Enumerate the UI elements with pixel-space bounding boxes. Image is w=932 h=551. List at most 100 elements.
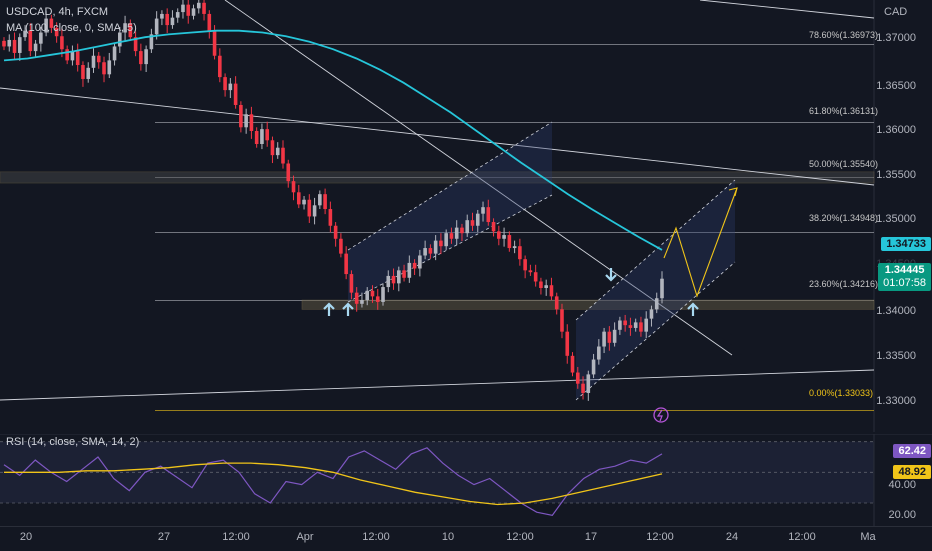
price-label: 1.37000 xyxy=(876,32,916,44)
time-label: 12:00 xyxy=(222,531,250,543)
candle-body xyxy=(275,147,280,156)
candle-body xyxy=(149,34,154,50)
candle-body xyxy=(497,231,501,239)
rsi-legend[interactable]: RSI (14, close, SMA, 14, 2) xyxy=(6,436,140,448)
channel-line xyxy=(347,121,553,251)
candle-body xyxy=(628,325,633,328)
candle-body xyxy=(23,30,27,38)
candle-body xyxy=(418,255,422,269)
candle-body xyxy=(586,374,591,393)
time-axis[interactable] xyxy=(0,526,932,551)
candle-body xyxy=(75,51,80,66)
candle-body xyxy=(118,32,122,47)
candle-body xyxy=(207,13,212,31)
price-chart[interactable] xyxy=(0,0,932,432)
candle-body xyxy=(323,194,327,210)
candle-body xyxy=(202,2,206,14)
candle-body xyxy=(502,235,506,239)
resistance-zone xyxy=(0,171,875,184)
candle-body xyxy=(439,240,443,247)
channel-line xyxy=(575,179,736,321)
candle-body xyxy=(81,65,85,79)
price-label: 1.33500 xyxy=(876,350,916,362)
channel-line xyxy=(575,261,736,401)
candle-body xyxy=(444,233,448,247)
candle-body xyxy=(86,67,91,79)
candle-body xyxy=(102,62,106,75)
time-label: Apr xyxy=(296,531,314,543)
candle-body xyxy=(286,163,291,182)
ma-line xyxy=(3,29,663,251)
fib-label-236: 23.60%(1.34216) xyxy=(809,279,879,289)
candle-body xyxy=(270,140,275,156)
candle-body xyxy=(507,235,512,249)
time-label: 17 xyxy=(584,531,598,543)
candle-body xyxy=(612,329,617,343)
candle-body xyxy=(486,207,491,223)
candle-body xyxy=(239,104,243,128)
candle-body xyxy=(318,194,322,206)
candle-body xyxy=(381,287,385,302)
candle-body xyxy=(249,114,254,131)
rsi-line xyxy=(3,447,663,516)
countdown-timer: 01:07:58 xyxy=(883,277,926,289)
candle-body xyxy=(397,270,401,284)
candle-body xyxy=(649,309,654,319)
time-label: 20 xyxy=(19,531,33,543)
price-label: 1.34000 xyxy=(876,305,916,317)
candle-body xyxy=(223,77,227,91)
rsi-pane[interactable] xyxy=(0,434,932,526)
candle-body xyxy=(570,355,575,373)
candle-body xyxy=(428,248,433,254)
fib-label-786: 78.60%(1.36973) xyxy=(809,30,879,40)
candle-body xyxy=(128,23,133,38)
candle-body xyxy=(244,114,248,128)
price-label: 1.33000 xyxy=(876,395,916,407)
lightning-icon xyxy=(653,407,669,423)
candle-body xyxy=(96,55,101,63)
candle-body xyxy=(575,372,580,384)
candle-body xyxy=(412,262,417,269)
candle-body xyxy=(12,39,17,53)
time-label: 12:00 xyxy=(788,531,816,543)
candle-body xyxy=(7,39,12,47)
candle-body xyxy=(523,259,527,271)
candle-body xyxy=(333,225,338,239)
candle-body xyxy=(265,129,269,141)
symbol-title[interactable]: USDCAD, 4h, FXCM xyxy=(6,6,109,18)
candle-body xyxy=(291,181,296,193)
candle-body xyxy=(660,278,664,299)
candle-body xyxy=(70,51,75,61)
candle-body xyxy=(470,220,475,226)
channel-fill xyxy=(348,122,552,302)
candle-body xyxy=(144,49,148,65)
candle-body xyxy=(639,322,643,332)
currency-label: CAD xyxy=(884,6,908,18)
last-price-value: 1.34445 xyxy=(884,264,925,276)
candle-body xyxy=(212,30,217,56)
candle-body xyxy=(402,270,406,278)
ma-indicator-legend[interactable]: MA (100, close, 0, SMA, 5) xyxy=(6,22,137,34)
candle-body xyxy=(375,296,380,302)
candle-body xyxy=(191,8,196,16)
price-label: 1.36000 xyxy=(876,124,916,136)
rsi-axis-label: 40.00 xyxy=(888,479,916,491)
time-label: 12:00 xyxy=(362,531,390,543)
candle-body xyxy=(196,2,201,9)
candle-body xyxy=(449,233,454,239)
down-arrow-icon xyxy=(605,268,617,282)
candle-body xyxy=(623,320,627,326)
rsi-band xyxy=(0,441,874,503)
candle-body xyxy=(339,238,343,254)
candle-body xyxy=(160,13,164,19)
candle-body xyxy=(28,30,33,52)
candle-body xyxy=(607,331,612,343)
candle-body xyxy=(33,43,38,52)
candle-body xyxy=(2,40,6,47)
candle-body xyxy=(281,147,285,164)
candle-body xyxy=(107,60,112,75)
lightning-icon-bolt xyxy=(656,409,663,422)
candle-body xyxy=(175,12,180,18)
candle-body xyxy=(528,270,533,273)
candle-body xyxy=(560,309,564,332)
